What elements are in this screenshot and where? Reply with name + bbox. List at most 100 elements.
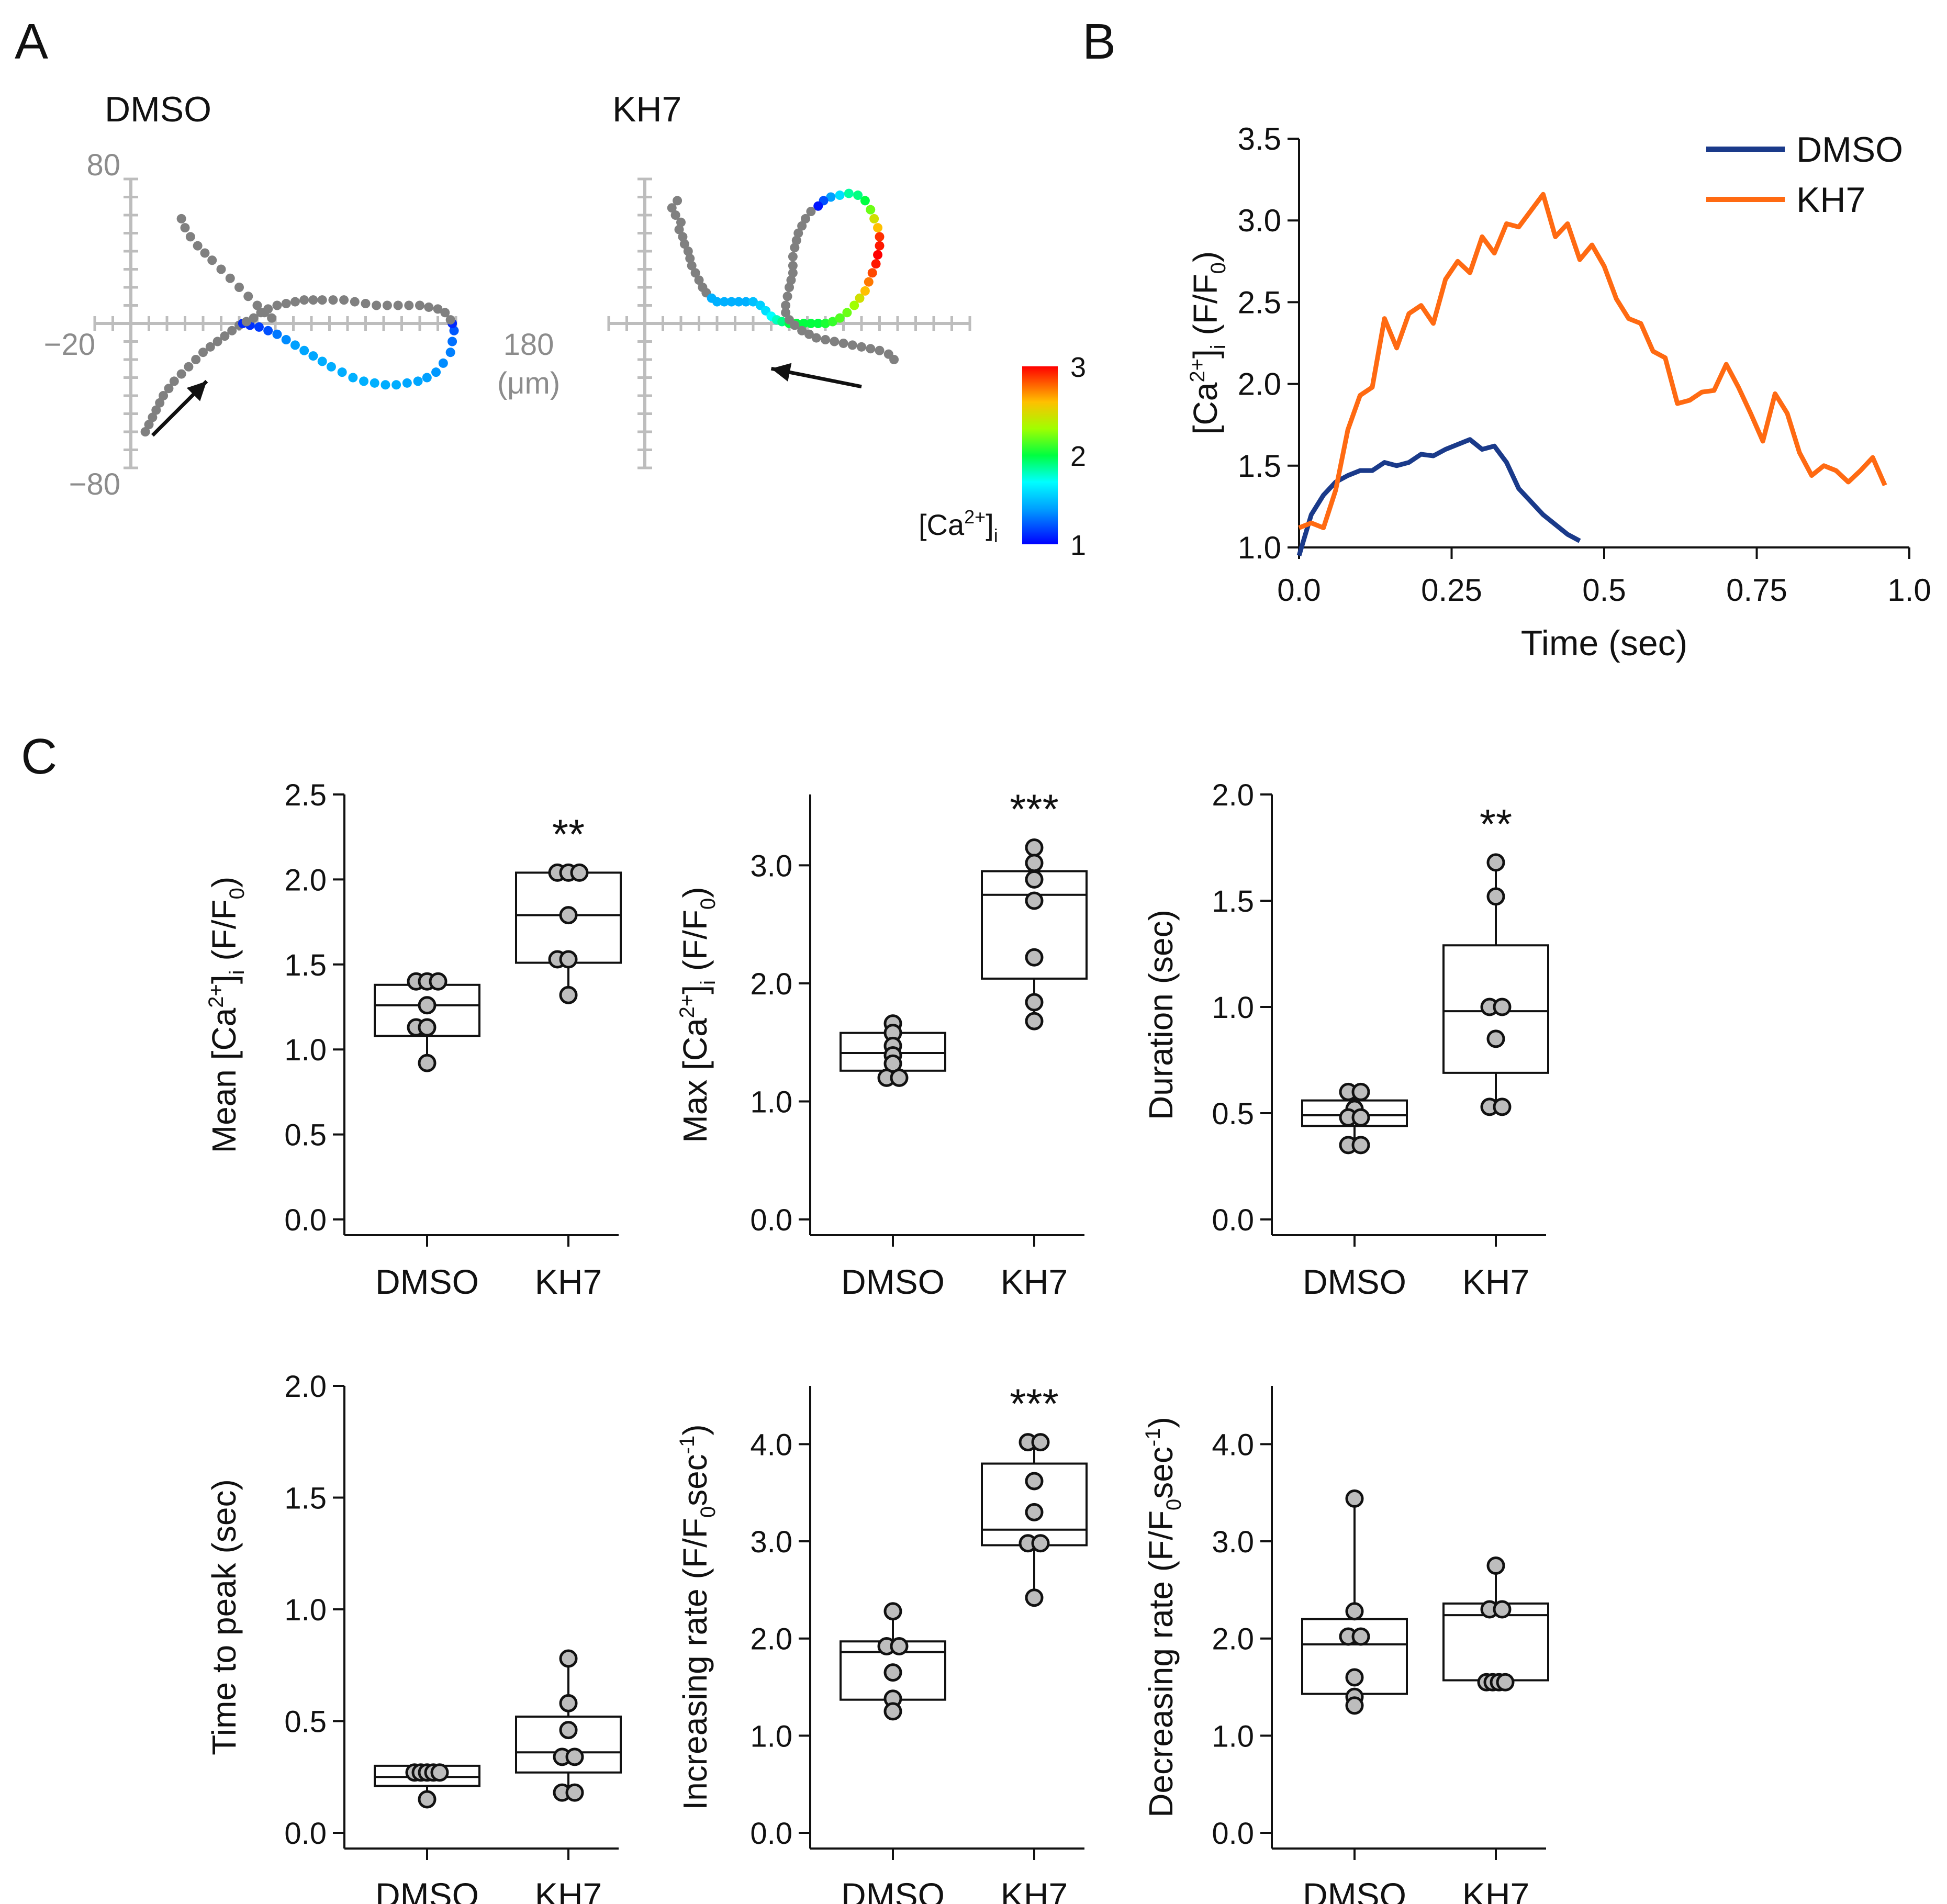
kh7-trajectory-point <box>821 319 830 328</box>
dmso-trajectory-point <box>308 351 318 361</box>
dmso-trajectory-point <box>198 348 208 357</box>
dmso-trajectory-point <box>155 398 165 408</box>
dmso-trajectory-point <box>447 337 457 346</box>
dmso-trajectory-point <box>326 362 336 372</box>
box_decreasing_rate-y-tick-label: 1.0 <box>1212 1719 1254 1753</box>
dmso-trajectory-point <box>220 331 230 341</box>
kh7-trajectory-point <box>685 253 695 263</box>
box_mean-y-tick-label: 2.0 <box>284 863 327 897</box>
box_mean-y-label-part: Mean [Ca <box>205 1007 243 1153</box>
kh7-trajectory-point <box>860 196 870 206</box>
trace-series-kh7 <box>1298 192 1887 531</box>
kh7-trajectory-point <box>786 275 796 285</box>
kh7-trajectory-point <box>719 297 729 307</box>
trace-y-label-part: [Ca <box>1187 382 1224 434</box>
panel-b-calcium-trace: 0.0 0.25 0.5 0.75 1.0 1.0 1.5 2.0 2.5 3.0 3.5 Time … <box>1186 121 1931 663</box>
kh7-trajectory-point <box>869 214 879 223</box>
box_increasing_rate-data-point <box>1025 1472 1044 1491</box>
box_mean-y-tick-label: 2.5 <box>284 778 327 812</box>
dmso-trajectory-point <box>431 367 441 377</box>
box_decreasing_rate-x-tick-label: DMSO <box>1303 1876 1406 1904</box>
kh7-trajectory-point <box>873 223 883 233</box>
dmso-trajectory-point <box>263 326 273 335</box>
dmso-trajectory-point <box>422 373 432 383</box>
dmso-trajectory-point <box>252 300 262 310</box>
dmso-trajectory-point <box>176 214 186 223</box>
panel-a-trajectories: DMSO KH7 80 −80 −20 180 (μm) 1 2 3 [Ca2+]i <box>44 89 1086 561</box>
kh7-trajectory-point <box>801 214 811 223</box>
box_duration-significance: ** <box>1480 801 1512 847</box>
box_mean-data-point <box>570 863 589 882</box>
box_time_to_peak-y-label: Time to peak (sec) <box>205 1479 243 1755</box>
box_duration-data-point <box>1351 1082 1370 1101</box>
kh7-trajectory-point <box>797 326 807 335</box>
dmso-trajectory-point <box>272 300 282 310</box>
box_increasing_rate-x-tick-label: KH7 <box>1001 1876 1068 1904</box>
kh7-trajectory-points <box>667 188 899 364</box>
dmso-trajectory-point <box>317 295 327 305</box>
dmso-trajectory-point <box>299 295 309 305</box>
colorbar <box>1022 366 1058 544</box>
dmso-trajectory-point <box>449 326 459 335</box>
trace-y-label-part: 2+ <box>1186 359 1209 383</box>
dmso-trajectory-point <box>350 297 360 307</box>
dmso-trajectory-point <box>164 384 174 394</box>
box_max-y-label-part: ] <box>676 985 714 994</box>
box_mean-y-tick-label: 1.0 <box>284 1033 327 1067</box>
dmso-trajectory-point <box>212 337 222 346</box>
kh7-trajectory-point <box>866 344 876 354</box>
dmso-trajectory-point <box>382 300 392 310</box>
box_decreasing_rate-data-point <box>1493 1600 1512 1619</box>
trace-y-label-part: ) <box>1187 251 1224 262</box>
box_duration-y-label: Duration (sec) <box>1142 910 1180 1120</box>
box_max-data-point <box>1025 854 1044 872</box>
kh7-trajectory-point <box>785 283 794 292</box>
box_decreasing_rate-data-point <box>1496 1673 1515 1692</box>
panel-label-c: C <box>21 729 57 785</box>
box_max-data-point <box>1025 948 1044 967</box>
dmso-trajectory-point <box>148 412 158 422</box>
box_mean-significance: ** <box>552 811 585 857</box>
box_duration-x-tick-label: KH7 <box>1462 1262 1529 1301</box>
trace-y-tick-label: 3.5 <box>1238 121 1281 156</box>
dmso-trajectory-point <box>404 300 414 310</box>
kh7-trajectory-point <box>679 239 689 249</box>
trace-y-tick-label: 2.5 <box>1238 285 1281 320</box>
box_mean: 0.0 0.5 1.0 1.5 2.0 2.5 DMSO KH7 ** Mean [Ca2+]i … <box>205 778 622 1301</box>
box_time_to_peak-data-point <box>559 1721 578 1740</box>
kh7-trajectory-point <box>712 297 722 307</box>
kh7-trajectory-point <box>788 252 798 262</box>
box_duration-y-tick-label: 1.0 <box>1212 991 1254 1025</box>
axis-label-unit: (μm) <box>497 366 560 400</box>
dmso-trajectory-point <box>370 378 379 388</box>
dmso-trajectory-title: DMSO <box>105 89 211 129</box>
dmso-trajectory-point <box>200 248 210 258</box>
box_decreasing_rate-y-tick-label: 4.0 <box>1212 1428 1254 1462</box>
legend-label-dmso: DMSO <box>1796 130 1903 170</box>
kh7-trajectory-title: KH7 <box>612 89 681 129</box>
box_mean-y-label-part: 0 <box>226 888 249 899</box>
dmso-trajectory-point <box>299 345 309 355</box>
kh7-trajectory-point <box>748 297 758 307</box>
trace-x-tick-label: 0.0 <box>1277 573 1321 608</box>
kh7-trajectory-point <box>726 297 736 307</box>
box_max-data-point <box>1025 891 1044 910</box>
kh7-trajectory-point <box>781 308 791 318</box>
box_increasing_rate-data-point <box>890 1637 909 1656</box>
box_increasing_rate-y-tick-label: 2.0 <box>750 1622 792 1656</box>
box_increasing_rate-y-label-part: -1 <box>676 1436 699 1454</box>
box_time_to_peak-box <box>515 1715 622 1774</box>
dmso-trajectory-point <box>359 376 369 386</box>
kh7-trajectory-point <box>849 300 859 310</box>
kh7-trajectory-point <box>683 247 693 256</box>
dmso-trajectory-point <box>445 348 455 357</box>
dmso-trajectory-point <box>402 378 412 388</box>
box_mean-data-point <box>559 985 578 1004</box>
trace-x-tick-label: 0.25 <box>1421 573 1482 608</box>
box_mean-data-point <box>559 950 578 969</box>
box_max-data-point <box>1025 1012 1044 1031</box>
box_mean-y-label-part: 2+ <box>205 984 228 1008</box>
box_decreasing_rate: 0.0 1.0 2.0 3.0 4.0 DMSO KH7 Decreasing rate (F… <box>1142 1386 1549 1904</box>
dmso-trajectory-point <box>184 362 194 372</box>
trace-y-tick-label: 3.0 <box>1238 203 1281 238</box>
